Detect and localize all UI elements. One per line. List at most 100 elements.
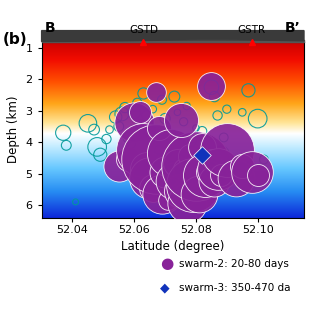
Text: ●: ● — [160, 257, 173, 271]
Point — [209, 83, 214, 88]
Point — [190, 182, 196, 187]
Point — [150, 107, 155, 112]
Point — [125, 157, 131, 162]
Point — [218, 152, 223, 157]
Point — [132, 110, 137, 115]
Point — [255, 172, 260, 178]
Text: B: B — [45, 21, 55, 35]
Point — [184, 201, 189, 206]
Point — [190, 144, 196, 149]
Point — [178, 157, 183, 162]
Point — [132, 119, 137, 124]
Point — [64, 143, 69, 148]
Point — [156, 125, 162, 131]
Point — [255, 116, 260, 121]
Point — [122, 105, 127, 110]
Point — [163, 170, 168, 175]
Point — [240, 163, 245, 168]
Point — [116, 163, 121, 168]
Point — [215, 166, 220, 172]
Point — [169, 151, 174, 156]
Point — [73, 199, 78, 204]
Point — [135, 100, 140, 106]
Point — [230, 172, 236, 178]
Point — [200, 144, 205, 149]
Point — [107, 127, 112, 132]
Point — [181, 119, 186, 124]
Point — [125, 135, 131, 140]
Point — [98, 152, 103, 157]
Text: swarm-3: 350-470 da: swarm-3: 350-470 da — [179, 283, 291, 293]
Point — [234, 176, 239, 181]
Point — [200, 129, 205, 134]
Point — [261, 157, 267, 162]
Point — [218, 172, 223, 178]
Point — [153, 89, 158, 94]
Point — [206, 170, 211, 175]
Point — [172, 179, 177, 184]
Point — [221, 135, 226, 140]
Point — [113, 115, 118, 120]
Text: B’: B’ — [285, 21, 301, 35]
Point — [175, 160, 180, 165]
Point — [178, 188, 183, 194]
Polygon shape — [42, 31, 304, 42]
Text: GSTD: GSTD — [129, 25, 158, 35]
Point — [129, 141, 134, 146]
Y-axis label: Depth (km): Depth (km) — [7, 96, 20, 163]
X-axis label: Latitude (degree): Latitude (degree) — [121, 240, 225, 253]
Point — [144, 166, 149, 172]
Point — [209, 84, 214, 90]
Point — [153, 132, 158, 137]
Text: ◆: ◆ — [160, 282, 170, 294]
Point — [215, 113, 220, 118]
Point — [224, 107, 229, 112]
Point — [209, 157, 214, 162]
Text: (b): (b) — [3, 32, 28, 47]
Point — [203, 163, 208, 168]
Point — [166, 198, 171, 203]
Point — [246, 88, 251, 93]
Point — [187, 154, 192, 159]
Point — [116, 124, 121, 129]
Point — [163, 116, 168, 121]
Point — [95, 144, 100, 149]
Point — [212, 179, 217, 184]
Point — [249, 170, 254, 175]
Point — [141, 91, 146, 96]
Point — [181, 166, 186, 172]
Point — [193, 163, 198, 168]
Point — [104, 136, 109, 141]
Point — [193, 125, 198, 131]
Point — [178, 118, 183, 123]
Point — [212, 94, 217, 99]
Point — [196, 191, 202, 196]
Point — [187, 138, 192, 143]
Point — [169, 135, 174, 140]
Point — [240, 110, 245, 115]
Point — [119, 111, 124, 116]
Point — [172, 94, 177, 99]
Point — [153, 157, 158, 162]
Point — [196, 154, 202, 159]
Point — [159, 191, 164, 196]
Point — [144, 113, 149, 118]
Point — [61, 130, 66, 135]
Point — [138, 121, 143, 126]
Point — [147, 176, 152, 181]
Point — [147, 129, 152, 134]
Point — [203, 172, 208, 178]
Point — [141, 148, 146, 153]
Point — [224, 148, 229, 153]
Point — [200, 153, 205, 158]
Point — [184, 103, 189, 108]
Text: swarm-2: 20-80 days: swarm-2: 20-80 days — [179, 259, 289, 269]
Point — [85, 121, 91, 126]
Point — [150, 185, 155, 190]
Point — [92, 127, 97, 132]
Point — [159, 97, 164, 102]
Text: GSTR: GSTR — [237, 25, 266, 35]
Point — [156, 148, 162, 153]
Point — [175, 110, 180, 115]
Point — [166, 151, 171, 156]
